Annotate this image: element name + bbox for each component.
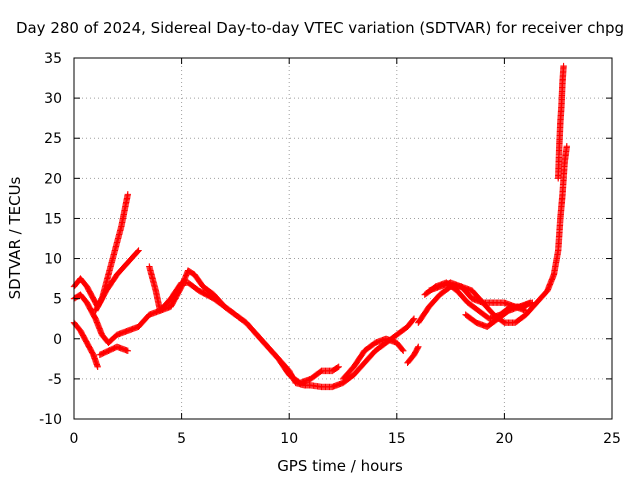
data-point-marker <box>335 363 342 371</box>
data-point-marker <box>522 307 530 314</box>
data-point-marker <box>410 316 417 323</box>
series-track-6 <box>146 263 342 387</box>
x-tick-label: 25 <box>603 431 621 447</box>
y-tick-label: 20 <box>44 171 62 187</box>
series-track-12 <box>462 299 534 330</box>
data-point-marker <box>134 248 141 255</box>
series-track-7 <box>339 335 407 383</box>
x-tick-label: 5 <box>177 431 186 447</box>
data-point-marker <box>410 315 418 322</box>
data-markers <box>70 62 571 391</box>
axis-ticks: 0 5 10 15 20 25 -10 -5 0 5 10 15 20 25 30 35 <box>39 51 621 447</box>
data-point-marker <box>124 191 131 198</box>
data-point-marker <box>563 143 571 150</box>
y-axis-label: SDTVAR / TECUs <box>6 176 24 299</box>
data-point-marker <box>334 364 341 371</box>
data-point-marker <box>124 347 131 355</box>
series-track-3 <box>70 319 101 371</box>
series-track-1 <box>70 279 418 391</box>
y-tick-label: 10 <box>44 252 62 268</box>
y-tick-label: -10 <box>39 412 62 428</box>
data-point-marker <box>94 363 101 371</box>
series-track-2 <box>70 191 131 310</box>
x-tick-label: 20 <box>495 431 513 447</box>
x-axis-label: GPS time / hours <box>277 457 403 475</box>
data-point-marker <box>135 247 142 254</box>
x-tick-label: 15 <box>388 431 406 447</box>
plot-frame <box>73 57 613 420</box>
data-point-marker <box>414 344 421 352</box>
y-tick-label: 25 <box>44 131 62 147</box>
y-tick-label: 35 <box>44 51 62 67</box>
x-tick-label: 0 <box>70 431 79 447</box>
series-track-9 <box>415 143 571 326</box>
x-tick-label: 10 <box>280 431 298 447</box>
y-tick-label: 30 <box>44 91 62 107</box>
series-track-5 <box>96 343 131 359</box>
y-tick-label: -5 <box>48 372 62 388</box>
series-track-13 <box>555 62 567 182</box>
data-point-marker <box>560 62 567 70</box>
data-point-marker <box>415 343 422 350</box>
series-track-8 <box>404 343 422 367</box>
y-tick-label: 5 <box>53 292 62 308</box>
data-point-marker <box>527 299 534 306</box>
y-tick-label: 15 <box>44 211 62 227</box>
series-track-4 <box>92 247 142 314</box>
y-tick-label: 0 <box>53 332 62 348</box>
data-point-marker <box>400 347 407 355</box>
data-point-marker <box>399 346 406 354</box>
grid-lines <box>74 58 612 419</box>
chart-title: Day 280 of 2024, Sidereal Day-to-day VTE… <box>15 19 625 37</box>
